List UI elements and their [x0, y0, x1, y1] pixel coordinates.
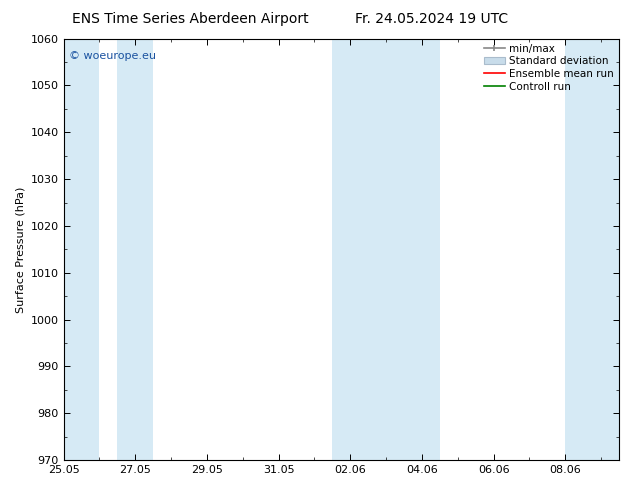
Legend: min/max, Standard deviation, Ensemble mean run, Controll run: min/max, Standard deviation, Ensemble me…: [482, 42, 616, 94]
Bar: [404, 39, 440, 460]
Bar: [332, 39, 404, 460]
Bar: [63, 39, 100, 460]
Y-axis label: Surface Pressure (hPa): Surface Pressure (hPa): [15, 186, 25, 313]
Text: Fr. 24.05.2024 19 UTC: Fr. 24.05.2024 19 UTC: [354, 12, 508, 26]
Bar: [117, 39, 153, 460]
Text: ENS Time Series Aberdeen Airport: ENS Time Series Aberdeen Airport: [72, 12, 309, 26]
Bar: [566, 39, 619, 460]
Text: © woeurope.eu: © woeurope.eu: [69, 51, 156, 61]
